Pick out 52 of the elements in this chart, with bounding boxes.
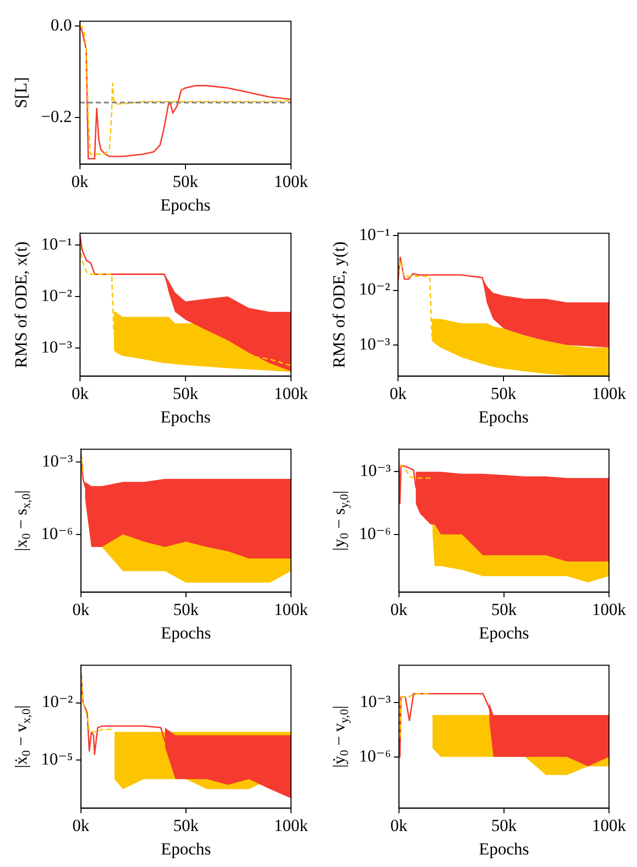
y-axis-title: |ẋ0 − vx,0|: [11, 705, 34, 768]
y-axis-title: |y0 − sy,0|: [329, 490, 352, 551]
y-tick-label: 10⁻¹: [40, 234, 72, 254]
y-tick-label: 10⁻¹: [358, 224, 390, 244]
y-tick-label: 10⁻³: [42, 451, 73, 470]
x-tick-label: 0k: [390, 384, 408, 403]
y-axis-title: RMS of ODE, x(t): [11, 241, 30, 368]
x-axis-title: Epochs: [160, 195, 210, 214]
y-axis-title: |x0 − sx,0|: [11, 490, 34, 552]
y-tick-label: 10⁻⁶: [40, 524, 73, 543]
x-tick-label: 0k: [71, 172, 89, 191]
x-tick-label: 100k: [274, 172, 308, 191]
y-tick-label: 10⁻³: [358, 334, 390, 354]
y-tick-label: 10⁻³: [360, 692, 391, 711]
y-tick-label: 10⁻²: [42, 692, 73, 712]
x-tick-label: 100k: [274, 384, 308, 403]
x-tick-label: 100k: [592, 600, 626, 619]
x-tick-label: 0k: [72, 384, 90, 403]
x-tick-label: 100k: [274, 600, 308, 619]
x-axis-title: Epochs: [478, 623, 529, 642]
y-tick-label: 10⁻³: [360, 461, 391, 480]
y-axis-title: RMS of ODE, y(t): [329, 241, 348, 368]
x-tick-label: 50k: [173, 600, 200, 619]
x-tick-label: 50k: [173, 816, 200, 835]
y-tick-label: 10⁻⁶: [358, 524, 391, 543]
line-series: [398, 456, 432, 479]
x-tick-label: 50k: [172, 172, 199, 191]
x-tick-label: 0k: [72, 600, 90, 619]
y-tick-label: 0.0: [50, 16, 72, 35]
x-tick-label: 0k: [390, 600, 408, 619]
x-tick-label: 50k: [491, 816, 518, 835]
y-axis-title: S[L]: [11, 77, 30, 108]
y-tick-label: −0.2: [40, 107, 72, 126]
y-tick-label: 10⁻⁵: [40, 750, 73, 769]
x-tick-label: 100k: [592, 816, 626, 835]
x-axis-title: Epochs: [160, 407, 211, 426]
y-axis-title: |ẏ0 − vy,0|: [329, 706, 352, 768]
x-axis-title: Epochs: [160, 623, 211, 642]
x-tick-label: 50k: [490, 384, 517, 403]
x-tick-label: 0k: [390, 816, 408, 835]
x-tick-label: 100k: [592, 384, 626, 403]
y-tick-label: 10⁻⁶: [358, 746, 391, 766]
x-tick-label: 50k: [172, 384, 199, 403]
x-axis-title: Epochs: [478, 407, 529, 426]
x-axis-title: Epochs: [478, 839, 529, 858]
x-axis-title: Epochs: [160, 839, 211, 858]
y-tick-label: 10⁻³: [40, 337, 72, 356]
x-tick-label: 0k: [72, 816, 90, 835]
x-tick-label: 50k: [491, 600, 518, 619]
y-tick-label: 10⁻²: [40, 286, 72, 305]
x-tick-label: 100k: [274, 816, 308, 835]
y-tick-label: 10⁻²: [358, 280, 390, 299]
